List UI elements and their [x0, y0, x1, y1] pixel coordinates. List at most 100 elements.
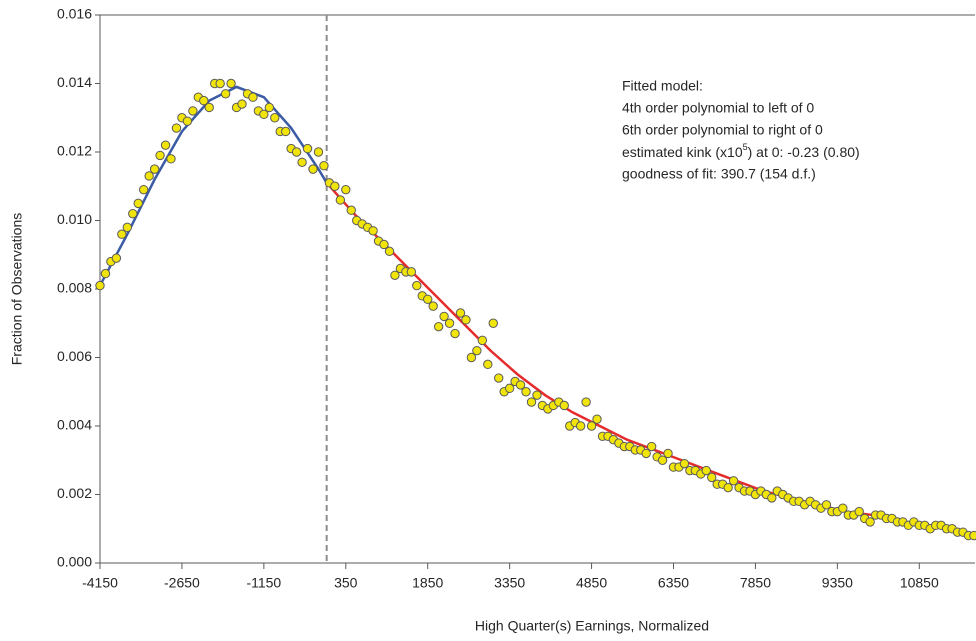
data-point	[494, 373, 504, 383]
y-tick-label: 0.012	[57, 143, 92, 159]
data-point	[477, 335, 488, 346]
data-point	[646, 441, 657, 452]
data-point	[330, 181, 340, 191]
data-point	[319, 161, 329, 171]
data-point	[128, 208, 138, 219]
data-point	[483, 359, 493, 370]
data-point	[259, 109, 269, 120]
y-tick-label: 0.002	[57, 485, 92, 501]
data-point	[559, 400, 569, 411]
data-point	[313, 147, 324, 157]
fit-line	[98, 85, 328, 287]
data-point	[215, 78, 225, 89]
data-point	[281, 126, 291, 137]
annotation-kink: estimated kink (x105) at 0: -0.23 (0.80)	[622, 142, 860, 159]
data-point	[821, 500, 832, 510]
data-point	[149, 164, 160, 174]
data-point	[663, 448, 673, 459]
data-point	[188, 106, 198, 116]
data-point	[657, 455, 668, 465]
data-point	[166, 154, 176, 164]
data-point	[302, 143, 313, 154]
y-tick-label: 0.008	[57, 280, 92, 296]
data-point	[854, 506, 864, 517]
data-point	[428, 301, 438, 311]
data-point	[122, 222, 133, 233]
data-point	[461, 315, 471, 325]
data-point	[171, 123, 182, 133]
data-point	[532, 390, 542, 400]
x-tick-label: 4850	[576, 575, 607, 591]
data-point	[237, 99, 247, 109]
x-tick-label: 6350	[658, 575, 689, 591]
data-point	[581, 397, 591, 407]
x-axis-title: High Quarter(s) Earnings, Normalized	[475, 618, 709, 634]
data-point	[220, 89, 231, 99]
x-tick-label: -2650	[164, 575, 200, 591]
annotation-line: 4th order polynomial to left of 0	[622, 100, 814, 116]
fit-line	[325, 181, 975, 537]
data-point	[117, 229, 127, 239]
data-point	[472, 345, 482, 356]
y-tick-label: 0.000	[57, 554, 92, 570]
data-point	[767, 493, 777, 503]
data-point	[182, 116, 193, 126]
data-point	[111, 253, 122, 263]
data-point	[144, 171, 154, 181]
annotation-kink-part: 5	[743, 142, 748, 152]
data-point	[641, 448, 651, 459]
data-point	[368, 226, 378, 236]
data-point	[379, 239, 389, 250]
data-point	[390, 270, 400, 280]
y-axis-title: Fraction of Observations	[9, 213, 25, 366]
data-point	[270, 113, 280, 123]
y-tick-label: 0.006	[57, 348, 92, 364]
data-point	[291, 147, 302, 157]
data-point	[969, 530, 976, 541]
data-point	[308, 164, 318, 174]
x-tick-label: 9350	[822, 575, 853, 591]
data-point	[521, 387, 531, 397]
data-point	[439, 311, 449, 322]
x-tick-label: 10850	[900, 575, 939, 591]
data-point	[138, 184, 149, 195]
data-point	[586, 421, 597, 431]
data-point	[575, 421, 586, 431]
x-tick-label: 7850	[740, 575, 771, 591]
data-point	[701, 465, 711, 476]
data-point	[455, 308, 466, 318]
x-tick-label: 3350	[494, 575, 525, 591]
data-point	[155, 150, 165, 161]
data-point	[707, 472, 717, 483]
data-point	[488, 318, 498, 328]
data-point	[450, 328, 460, 339]
data-point	[133, 198, 143, 209]
y-tick-label: 0.014	[57, 74, 92, 90]
data-point	[335, 195, 346, 205]
data-point	[592, 414, 602, 424]
data-point	[526, 397, 537, 407]
data-point	[264, 102, 275, 113]
data-point	[204, 102, 214, 113]
data-point	[297, 157, 307, 167]
x-tick-label: -1150	[246, 575, 281, 591]
y-tick-label: 0.004	[57, 417, 92, 433]
data-point	[248, 92, 258, 102]
data-point	[423, 294, 433, 304]
data-point	[199, 95, 209, 106]
x-tick-label: 350	[334, 575, 358, 591]
data-point	[679, 458, 690, 469]
data-point	[444, 318, 455, 328]
annotation-kink-part: ) at 0: -0.23 (0.80)	[748, 144, 860, 160]
data-point	[95, 280, 105, 291]
data-point	[384, 246, 395, 257]
x-tick-label: -4150	[82, 575, 118, 591]
data-point	[346, 205, 356, 215]
y-tick-label: 0.016	[57, 6, 92, 22]
data-point	[838, 503, 848, 513]
data-point	[433, 321, 444, 332]
data-point	[466, 352, 477, 363]
x-tick-label: 1850	[412, 575, 443, 591]
data-point	[504, 383, 515, 394]
